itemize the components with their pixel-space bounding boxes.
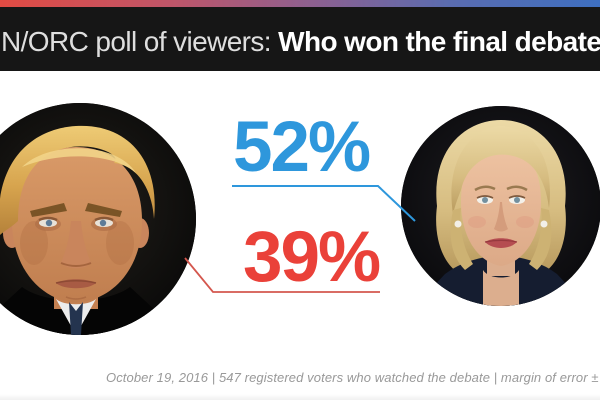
header-bar: N/ORC poll of viewers: Who won the final… bbox=[0, 7, 600, 71]
header-title: N/ORC poll of viewers: Who won the final… bbox=[1, 28, 600, 56]
top-gradient-strip bbox=[0, 0, 600, 7]
clinton-portrait-illustration bbox=[401, 106, 600, 306]
clinton-percentage: 52% bbox=[233, 108, 371, 187]
clinton-leader-line bbox=[232, 185, 416, 222]
trump-portrait-illustration bbox=[0, 103, 196, 335]
header-title-regular: N/ORC poll of viewers: bbox=[1, 26, 279, 57]
header-title-bold: Who won the final debate bbox=[278, 26, 600, 57]
trump-percentage: 39% bbox=[243, 218, 381, 297]
footnote: October 19, 2016 | 547 registered voters… bbox=[106, 370, 599, 385]
bottom-edge-shading bbox=[0, 394, 600, 400]
trump-photo bbox=[0, 103, 196, 335]
clinton-photo bbox=[401, 106, 600, 306]
